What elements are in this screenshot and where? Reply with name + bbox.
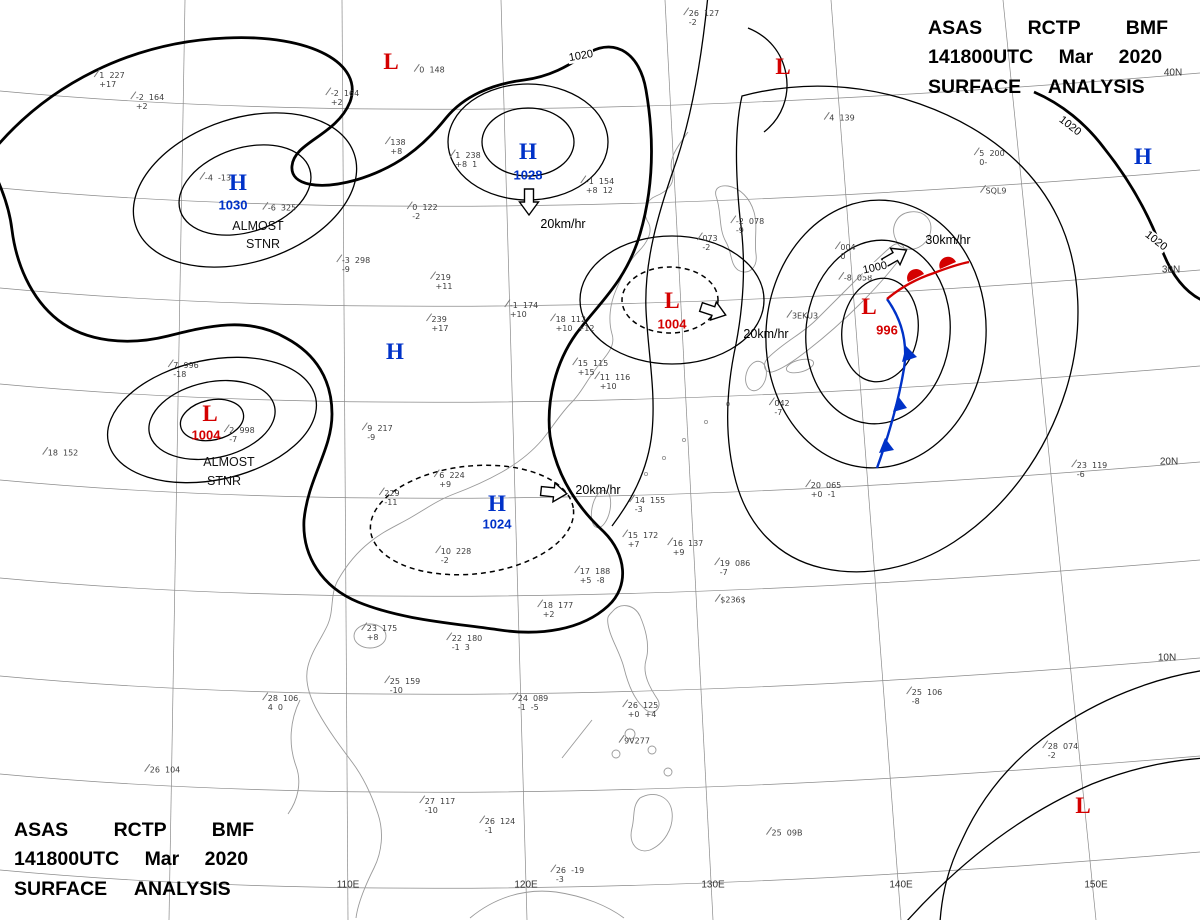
movement-arrow — [539, 481, 569, 504]
title-block-bottom-left: ASAS RCTP BMF 141800UTC Mar 2020 SURFACE… — [14, 816, 276, 904]
movement-arrows — [518, 188, 908, 504]
coastlines — [287, 131, 932, 919]
movement-arrow — [698, 300, 727, 322]
cold-front-line — [875, 298, 907, 469]
cold-front-pips — [879, 346, 917, 453]
movement-arrow — [518, 188, 540, 217]
chart-datetime: 141800UTC Mar 2020 — [928, 46, 1163, 69]
chart-type: SURFACE ANALYSIS — [928, 75, 1145, 98]
isobars-thin — [106, 0, 1200, 920]
chart-datetime: 141800UTC Mar 2020 — [14, 848, 249, 871]
chart-title: ASAS RCTP BMF — [14, 819, 254, 841]
warm-front-line — [886, 260, 970, 300]
fronts — [875, 256, 970, 469]
title-block-top-right: ASAS RCTP BMF 141800UTC Mar 2020 SURFACE… — [928, 14, 1190, 102]
chart-title: ASAS RCTP BMF — [928, 17, 1168, 39]
isobars-bold — [0, 36, 1200, 634]
warm-front-pips — [907, 256, 956, 282]
chart-type: SURFACE ANALYSIS — [14, 877, 231, 900]
isobars-dashed — [369, 266, 719, 576]
